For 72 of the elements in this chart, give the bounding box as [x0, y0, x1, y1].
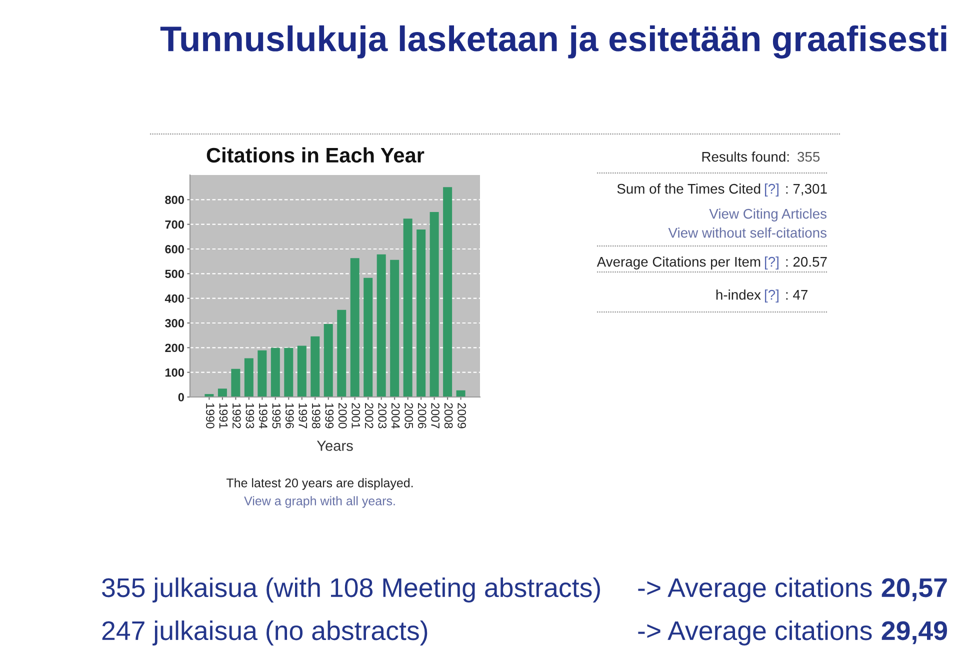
text: Average Citations per Item: [596, 256, 760, 270]
x-tick-label: 2004: [391, 403, 400, 428]
y-tick-label: 400: [164, 294, 184, 303]
text: -> Average citations: [638, 620, 872, 646]
text: View without self-citations: [668, 228, 827, 238]
bar: [231, 368, 240, 397]
text: [?]: [764, 256, 778, 270]
x-tick-label: 2000: [338, 403, 347, 428]
x-tick-label: 1995: [272, 403, 281, 428]
text: 355: [798, 152, 820, 162]
bar: [258, 350, 267, 397]
bar: [416, 230, 426, 397]
bar: [350, 258, 360, 397]
bar: [324, 324, 333, 397]
text: : 20.57: [786, 256, 827, 267]
bar: [364, 278, 373, 397]
bar: [244, 358, 254, 397]
bar: [443, 187, 452, 397]
chart-subtitle: Citations in Each Year: [206, 147, 424, 163]
text: 20,57: [882, 578, 947, 602]
x-tick-label: 2001: [352, 403, 360, 428]
x-tick-label: 1998: [312, 403, 320, 428]
bar: [270, 348, 280, 397]
text: : 47: [786, 290, 808, 300]
x-tick-label: 1997: [298, 403, 308, 428]
x-tick-label: 2003: [378, 403, 387, 428]
bar: [403, 218, 412, 397]
text: [?]: [764, 184, 778, 196]
x-tick-label: 2007: [431, 403, 440, 428]
text: Tunnuslukuja lasketaan ja esitetään graafisesti: [160, 25, 946, 59]
text: The latest 20 years are displayed.: [226, 478, 413, 490]
x-axis-title: Years: [316, 440, 353, 451]
bar: [456, 390, 466, 397]
x-tick-label: 1994: [259, 403, 268, 428]
x-tick-label: 2006: [418, 403, 426, 428]
text: Sum of the Times Cited: [617, 184, 760, 194]
text: Results found:: [702, 152, 789, 162]
bar: [376, 254, 386, 397]
y-tick-label: 800: [165, 196, 184, 204]
x-tick-label: 1990: [206, 403, 214, 428]
bar: [430, 212, 439, 397]
x-tick-label: 1993: [246, 403, 254, 428]
text: 355 julkaisua (with 108 Meeting abstracts): [102, 578, 600, 602]
text: : 7,301: [786, 184, 827, 196]
text: -> Average citations: [638, 578, 872, 602]
y-tick-label: 0: [178, 393, 184, 402]
text: View Citing Articles: [709, 208, 826, 222]
x-tick-label: 1996: [285, 403, 294, 428]
text: 29,49: [882, 621, 948, 644]
y-tick-label: 200: [165, 344, 184, 352]
bar: [218, 388, 227, 397]
text: [?]: [764, 290, 778, 302]
bar: [337, 310, 346, 397]
text: h-index: [716, 290, 761, 300]
text: View a graph with all years.: [244, 496, 395, 508]
x-tick-label: 2002: [364, 403, 374, 428]
x-tick-label: 1999: [325, 403, 334, 428]
bar: [284, 348, 294, 397]
y-tick-label: 100: [165, 368, 184, 377]
x-tick-label: 1991: [219, 403, 228, 428]
x-tick-label: 2009: [458, 403, 466, 428]
bar: [390, 260, 400, 397]
y-tick-label: 600: [165, 245, 184, 254]
x-tick-label: 1992: [232, 403, 241, 428]
text: 247 julkaisua (no abstracts): [102, 620, 428, 646]
x-tick-label: 2008: [444, 403, 453, 428]
bar: [310, 336, 320, 397]
bar: [297, 346, 306, 397]
y-tick-label: 500: [165, 270, 184, 278]
y-tick-label: 700: [165, 220, 184, 229]
x-tick-label: 2005: [404, 403, 414, 428]
y-tick-label: 300: [165, 319, 184, 328]
